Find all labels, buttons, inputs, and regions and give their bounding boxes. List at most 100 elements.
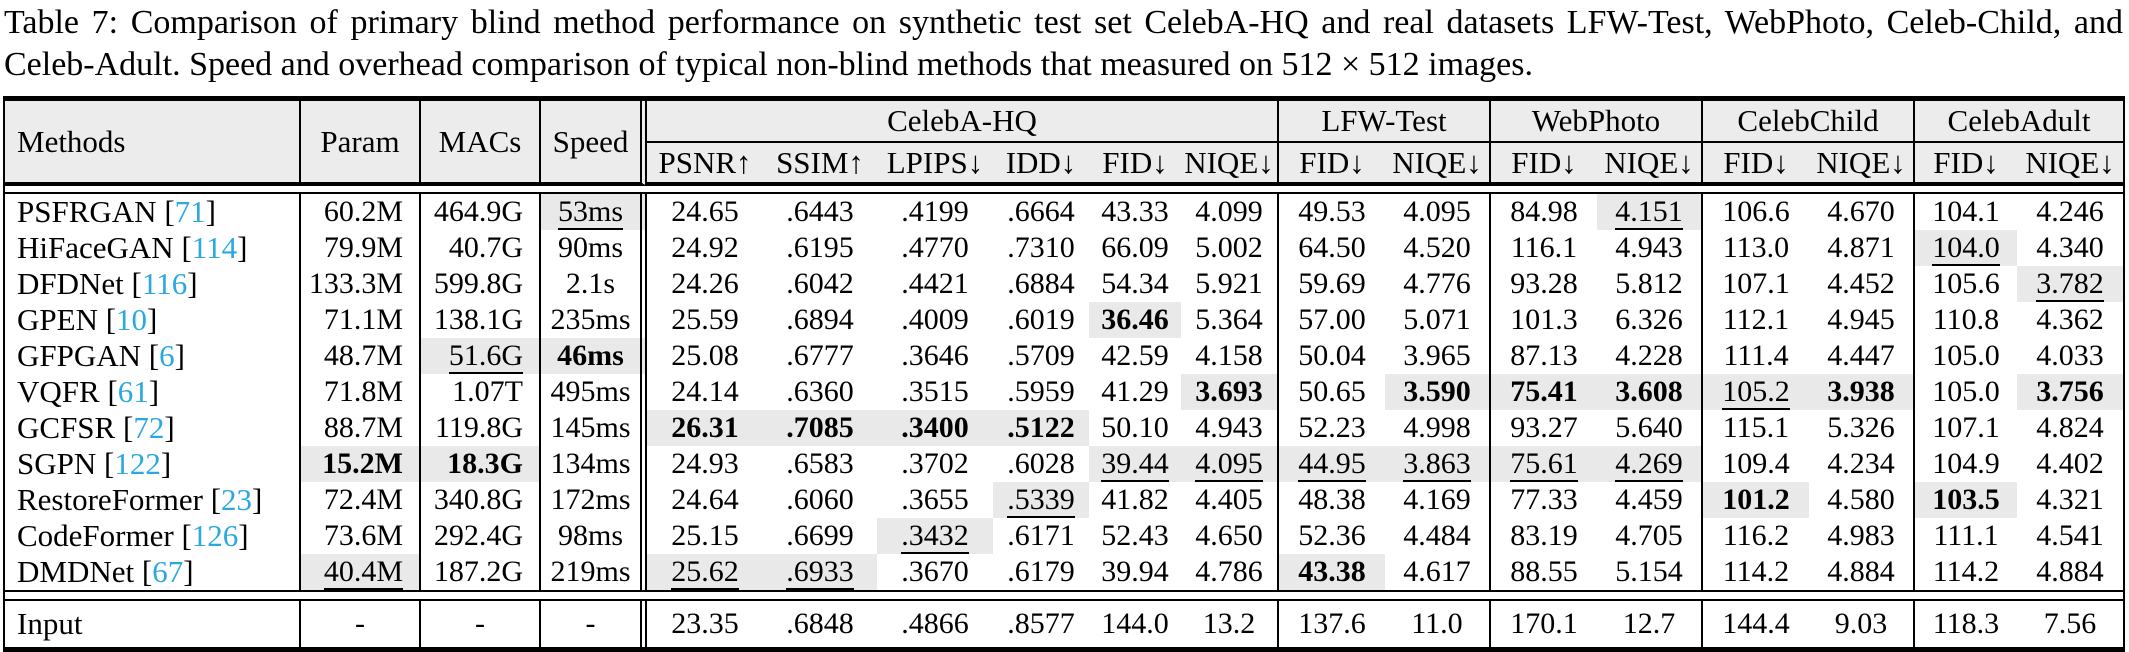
citation-ref[interactable]: 23 xyxy=(221,482,253,518)
value-cell: .6699 xyxy=(786,519,854,553)
value-cell: 103.5 xyxy=(1915,482,2017,519)
metric-header-psnr: PSNR↑ xyxy=(647,143,763,187)
value-cell: 66.09 xyxy=(1101,231,1169,265)
value-cell: 41.29 xyxy=(1101,375,1169,409)
value-cell: .6848 xyxy=(786,607,854,641)
input-section: Input - - -23.35.6848.4866.8577 144.0 13.2 137… xyxy=(5,601,2123,648)
value-cell: 1.07T xyxy=(421,374,541,411)
value-cell: 104.9 xyxy=(1932,447,2000,481)
value-cell: .6060 xyxy=(786,483,854,517)
value-cell: 24.14 xyxy=(671,375,739,409)
value-cell: 4.169 xyxy=(1385,482,1491,519)
value-cell: 59.69 xyxy=(1298,267,1366,301)
citation-ref[interactable]: 10 xyxy=(116,302,148,338)
value-cell: 4.871 xyxy=(1809,230,1915,267)
citation-ref[interactable]: 72 xyxy=(133,410,165,446)
col-header-macs: MACs xyxy=(421,101,541,187)
value-cell: 98ms xyxy=(541,518,647,555)
value-cell: 49.53 xyxy=(1298,195,1366,229)
value-cell: 105.0 xyxy=(1932,375,2000,409)
value-cell: 4.884 xyxy=(2036,555,2104,589)
value-cell: 41.82 xyxy=(1101,483,1169,517)
value-cell: 4.786 xyxy=(1181,554,1279,591)
value-cell: 5.640 xyxy=(1597,410,1703,447)
citation-ref[interactable]: 114 xyxy=(191,230,238,266)
value-cell: 3.608 xyxy=(1597,374,1703,411)
value-cell: 4.340 xyxy=(2036,231,2104,265)
value-cell: 43.38 xyxy=(1279,554,1385,591)
value-cell: 114.2 xyxy=(1722,555,1790,589)
value-cell: 3.938 xyxy=(1809,374,1915,411)
value-cell: 4.095 xyxy=(1385,194,1491,231)
method-row: DFDNet [116] 133.3M 599.8G 2.1s 24.26 .6042 .4… xyxy=(5,266,2123,303)
col-header-param: Param xyxy=(301,101,421,187)
value-cell: 292.4G xyxy=(421,518,541,555)
method-row: PSFRGAN [71] 60.2M 464.9G 53ms 24.65 .6443 .41… xyxy=(5,194,2123,231)
citation-ref[interactable]: 116 xyxy=(141,266,188,302)
method-name-cell: SGPN [122] xyxy=(5,446,301,483)
value-cell: .3432 xyxy=(877,518,993,555)
value-cell: 145ms xyxy=(541,410,647,447)
value-cell: 495ms xyxy=(541,374,647,411)
value-cell: 40.7G xyxy=(421,230,541,267)
citation-ref[interactable]: 71 xyxy=(174,194,206,230)
header-gap xyxy=(5,186,2123,195)
citation-ref[interactable]: 67 xyxy=(152,554,184,590)
metric-header-lpips: LPIPS↓ xyxy=(877,143,993,187)
citation-ref[interactable]: 6 xyxy=(159,338,175,374)
group-header-celeba-hq: CelebA-HQ xyxy=(647,101,1279,144)
value-cell: 4.033 xyxy=(2036,339,2104,373)
value-cell: 113.0 xyxy=(1722,231,1790,265)
value-cell: .6443 xyxy=(786,195,854,229)
value-cell: 4.362 xyxy=(2036,303,2104,337)
value-cell: 39.94 xyxy=(1101,555,1169,589)
table-header: Methods Param MACs Speed CelebA-HQ LFW-T… xyxy=(5,101,2123,187)
value-cell: 110.8 xyxy=(1932,303,2000,337)
method-name-cell: RestoreFormer [23] xyxy=(5,482,301,519)
metric-header-fid-celebadult: FID↓ xyxy=(1915,143,2017,187)
value-cell: 187.2G xyxy=(421,554,541,591)
results-table: Methods Param MACs Speed CelebA-HQ LFW-T… xyxy=(3,96,2125,652)
value-cell: 3.782 xyxy=(2017,266,2123,303)
value-cell: 5.071 xyxy=(1385,302,1491,339)
value-cell: 4.945 xyxy=(1809,302,1915,339)
metric-header-fid-celebchild: FID↓ xyxy=(1703,143,1809,187)
value-cell: .4009 xyxy=(901,303,969,337)
method-name-cell: HiFaceGAN [114] xyxy=(5,230,301,267)
metric-header-fid-webphoto: FID↓ xyxy=(1491,143,1597,187)
citation-ref[interactable]: 122 xyxy=(114,446,161,482)
value-cell: .6777 xyxy=(786,339,854,373)
group-header-celebchild: CelebChild xyxy=(1703,101,1915,144)
value-cell: 104.1 xyxy=(1932,195,2000,229)
value-cell: 3.863 xyxy=(1385,446,1491,483)
value-cell: 79.9M xyxy=(301,230,421,267)
value-cell: .3400 xyxy=(877,410,993,447)
method-name-cell: PSFRGAN [71] xyxy=(5,194,301,231)
value-cell: 50.10 xyxy=(1101,411,1169,445)
citation-ref[interactable]: 126 xyxy=(191,518,239,554)
citation-ref[interactable]: 61 xyxy=(117,374,149,410)
value-cell: 4.983 xyxy=(1809,518,1915,555)
method-row: VQFR [61] 71.8M 1.07T 495ms 24.14 .6360 .3515.… xyxy=(5,374,2123,411)
value-cell: 134ms xyxy=(541,446,647,483)
value-cell: .3670 xyxy=(901,555,969,589)
value-cell: .3515 xyxy=(901,375,969,409)
value-cell: 4.484 xyxy=(1385,518,1491,555)
value-cell: 4.151 xyxy=(1597,194,1703,231)
value-cell: 26.31 xyxy=(647,410,763,447)
value-cell: 105.2 xyxy=(1703,374,1809,411)
value-cell: 5.921 xyxy=(1181,266,1279,303)
value-cell: 52.43 xyxy=(1101,519,1169,553)
value-cell: 107.1 xyxy=(1722,267,1790,301)
value-cell: 3.693 xyxy=(1181,374,1279,411)
value-cell: 114.2 xyxy=(1932,555,2000,589)
value-cell: 4.776 xyxy=(1385,266,1491,303)
value-cell: 84.98 xyxy=(1510,195,1578,229)
value-cell: 25.59 xyxy=(671,303,739,337)
metric-header-idd: IDD↓ xyxy=(993,143,1089,187)
value-cell: - xyxy=(301,601,421,648)
value-cell: 4.228 xyxy=(1597,338,1703,375)
value-cell: 48.38 xyxy=(1298,483,1366,517)
value-cell: 4.580 xyxy=(1809,482,1915,519)
method-row: SGPN [122] 15.2M 18.3G 134ms 24.93 .6583 .3702… xyxy=(5,446,2123,483)
